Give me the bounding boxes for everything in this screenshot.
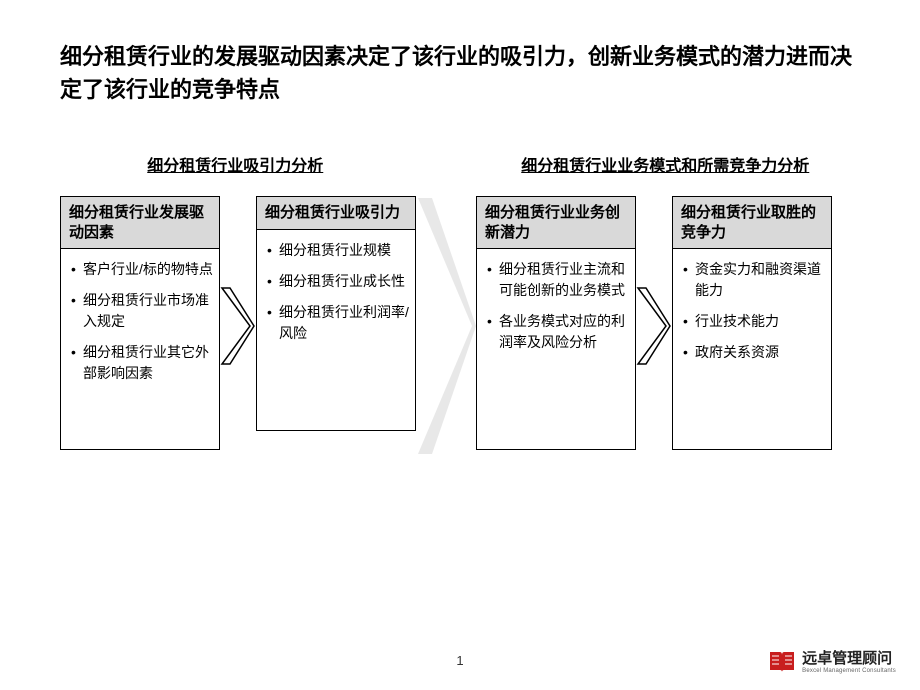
chevron-right-large-icon [416, 196, 476, 456]
list-item: 政府关系资源 [683, 342, 825, 363]
box-header: 细分租赁行业吸引力 [257, 197, 415, 230]
list-item: 细分租赁行业利润率/风险 [267, 302, 409, 344]
logo-text-en: Bexcel Management Consultants [802, 668, 896, 674]
box-competitiveness: 细分租赁行业取胜的竞争力 资金实力和融资渠道能力 行业技术能力 政府关系资源 [672, 196, 832, 450]
arrow-big [416, 196, 476, 456]
list-item: 各业务模式对应的利润率及风险分析 [487, 311, 629, 353]
list-item: 细分租赁行业主流和可能创新的业务模式 [487, 259, 629, 301]
box-header: 细分租赁行业取胜的竞争力 [673, 197, 831, 249]
flow-diagram: 细分租赁行业发展驱动因素 客户行业/标的物特点 细分租赁行业市场准入规定 细分租… [60, 196, 860, 456]
book-icon [768, 648, 796, 676]
box-body: 细分租赁行业规模 细分租赁行业成长性 细分租赁行业利润率/风险 [257, 230, 415, 430]
page-title: 细分租赁行业的发展驱动因素决定了该行业的吸引力，创新业务模式的潜力进而决定了该行… [60, 40, 860, 106]
list-item: 细分租赁行业其它外部影响因素 [71, 342, 213, 384]
box-body: 资金实力和融资渠道能力 行业技术能力 政府关系资源 [673, 249, 831, 449]
section-header-left: 细分租赁行业吸引力分析 [147, 156, 323, 178]
box-body: 细分租赁行业主流和可能创新的业务模式 各业务模式对应的利润率及风险分析 [477, 249, 635, 449]
list-item: 细分租赁行业成长性 [267, 271, 409, 292]
list-item: 行业技术能力 [683, 311, 825, 332]
box-attractiveness: 细分租赁行业吸引力 细分租赁行业规模 细分租赁行业成长性 细分租赁行业利润率/风… [256, 196, 416, 431]
list-item: 客户行业/标的物特点 [71, 259, 213, 280]
chevron-right-icon [636, 286, 672, 366]
box-innovation: 细分租赁行业业务创新潜力 细分租赁行业主流和可能创新的业务模式 各业务模式对应的… [476, 196, 636, 450]
list-item: 资金实力和融资渠道能力 [683, 259, 825, 301]
arrow-small-2 [636, 216, 672, 436]
logo-text-cn: 远卓管理顾问 [802, 651, 896, 666]
section-header-right: 细分租赁行业业务模式和所需竞争力分析 [521, 156, 809, 178]
section-headers-row: 细分租赁行业吸引力分析 细分租赁行业业务模式和所需竞争力分析 [60, 156, 860, 178]
list-item: 细分租赁行业市场准入规定 [71, 290, 213, 332]
arrow-small-1 [220, 216, 256, 436]
box-header: 细分租赁行业业务创新潜力 [477, 197, 635, 249]
list-item: 细分租赁行业规模 [267, 240, 409, 261]
box-header: 细分租赁行业发展驱动因素 [61, 197, 219, 249]
chevron-right-icon [220, 286, 256, 366]
box-body: 客户行业/标的物特点 细分租赁行业市场准入规定 细分租赁行业其它外部影响因素 [61, 249, 219, 449]
company-logo: 远卓管理顾问 Bexcel Management Consultants [768, 648, 896, 676]
box-drivers: 细分租赁行业发展驱动因素 客户行业/标的物特点 细分租赁行业市场准入规定 细分租… [60, 196, 220, 450]
